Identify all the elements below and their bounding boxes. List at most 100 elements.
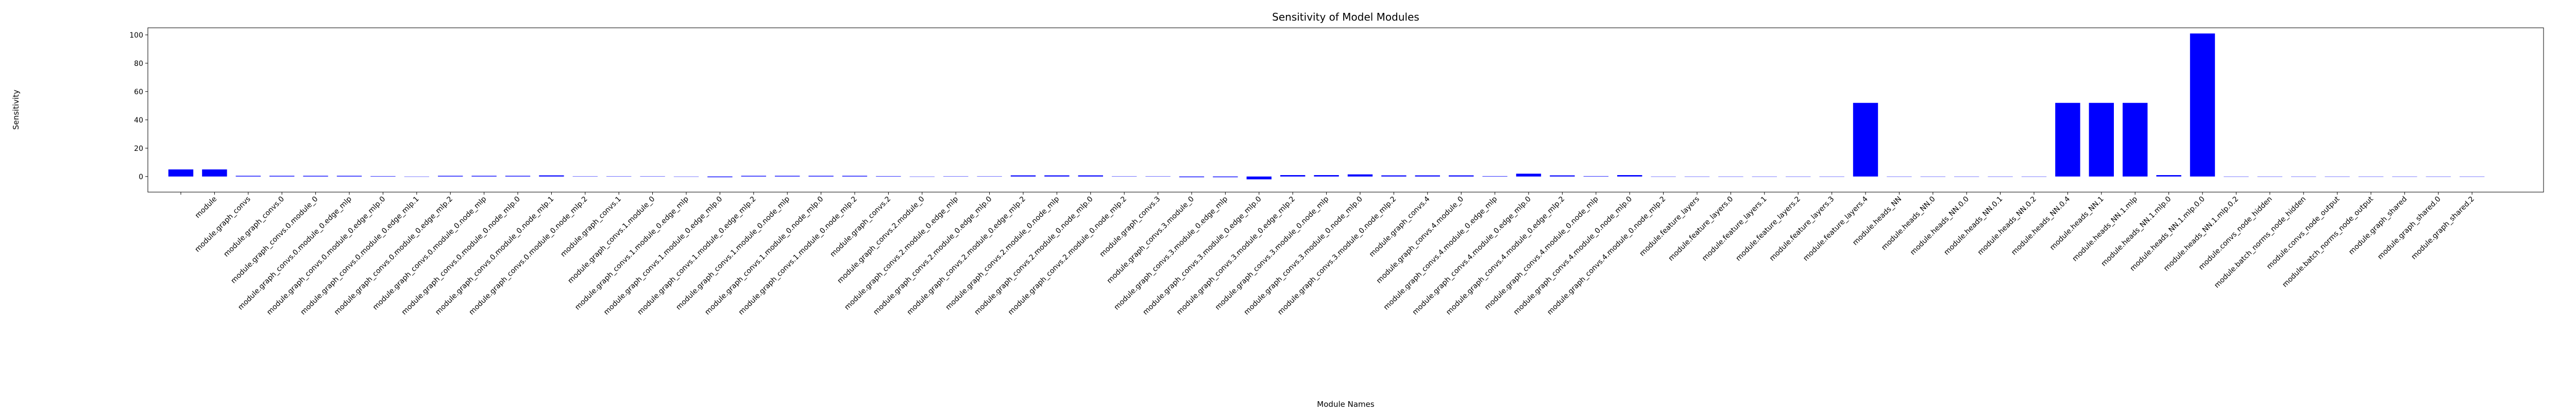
x-tick-label: module.graph_convs.4 [1368,195,1432,259]
bar [1044,175,1070,177]
x-tick-label: module.feature_layers.1 [1701,195,1769,263]
x-tick-label: module.graph_convs.0.module_0.node_mlp.1 [434,195,555,317]
bar [876,176,901,177]
x-tick-label: module.feature_layers.2 [1734,195,1802,263]
bar [1482,176,1507,177]
x-tick-label: module.feature_layers.3 [1768,195,1836,263]
x-tick-label: module.graph_convs.3.module_0.edge_mlp [1112,195,1229,312]
bar [168,169,194,177]
x-tick-label: module.graph_convs.3.module_0.node_mlp.0 [1243,195,1364,317]
bar [1246,176,1272,180]
x-tick-label: module.graph_convs.0.module_0.edge_mlp.2 [333,195,454,317]
bar [1381,175,1406,177]
bar [370,176,396,177]
bar [943,176,969,177]
x-tick-label: module.graph_convs.4.module_0.node_mlp.0 [1512,195,1634,317]
x-tick-label: module.graph_convs.4.module_0.edge_mlp [1382,195,1499,312]
x-tick-label: module.graph_convs.0.module_0.node_mlp.2 [467,195,589,317]
x-tick-label: module.feature_layers [1638,195,1701,258]
x-tick-label: module.graph_convs.2.module_0.edge_mlp.2 [906,195,1027,317]
x-tick-label: module.graph_convs.0.module_0.edge_mlp.0 [265,195,387,317]
x-tick-label: module.heads_NN.0.1 [1942,195,2004,257]
bar [1010,175,1036,177]
bar [606,176,632,177]
x-tick-label: module.graph_convs.2.module_0.edge_mlp [843,195,960,312]
x-tick-label: module.heads_NN.0.4 [2010,195,2072,256]
x-tick-label: module.graph_convs.4.module_0.node_mlp.2 [1546,195,1667,317]
x-tick-label: module.graph_convs.3 [1098,195,1162,259]
x-tick-label: module.graph_shared [2347,195,2409,256]
x-tick-label: module.graph_convs.1.module_0.edge_mlp.0 [602,195,724,317]
plot-frame [147,27,2544,193]
x-tick-label: module.graph_shared.2 [2410,195,2476,262]
bar [1550,175,1575,177]
x-tick-label: module.graph_convs.1.module_0.node_mlp [674,195,791,312]
bar [1314,175,1339,177]
bar [977,176,1002,177]
x-tick-label: module.convs_node_hidden [2197,195,2274,272]
bar [1112,176,1137,177]
x-axis-label: Module Names [1317,400,1375,409]
bar [572,176,598,177]
y-tick-label: 80 [134,60,143,68]
chart-title: Sensitivity of Model Modules [1272,11,1419,23]
bar [1415,175,1440,177]
x-tick-label: module.graph_convs.2.module_0.node_mlp [944,195,1061,312]
bar [539,175,564,177]
bar [2190,33,2215,177]
bar [1280,175,1306,177]
x-tick-label: module.heads_NN.1.mlp.0 [2100,195,2173,268]
x-tick-label: module.graph_convs.4.module_0.edge_mlp.0 [1411,195,1533,317]
bar [2055,102,2080,177]
bar [1617,175,1642,177]
bar [1583,176,1608,177]
x-tick-label: module.graph_convs.0.module_0.node_mlp.0 [400,195,522,317]
x-tick-label: module.graph_convs.3.module_0.edge_mlp.2 [1175,195,1297,317]
bar [2156,175,2181,177]
x-tick-label: module.convs_node_output [2265,195,2342,271]
x-tick-label: module.graph_convs.3.module_0.edge_mlp.0 [1141,195,1263,317]
bar [640,176,665,177]
y-tick-label: 0 [139,173,143,181]
x-tick-label: module.graph_convs.1.module_0.edge_mlp [573,195,690,312]
x-tick-label: module.graph_convs.0.module_0.node_mlp [371,195,488,312]
x-tick-label: module.heads_NN.0.0 [1909,195,1971,257]
bar [2123,102,2148,177]
bar [1516,174,1541,177]
x-tick-label: module.graph_convs.3.module_0.node_mlp [1214,195,1331,312]
bar [1145,176,1171,177]
x-tick-label: module.feature_layers.0 [1667,195,1735,263]
x-tick-label: module.graph_convs.0 [222,195,286,259]
x-tick-label: module.graph_convs.3.module_0.node_mlp.2 [1276,195,1398,317]
bar [1078,175,1103,177]
x-tick-label: module.graph_convs.0.module_0.edge_mlp.1 [299,195,420,317]
x-tick-label: module.heads_NN.1.mlp [2071,195,2140,263]
x-tick-label: module.graph_convs.4.module_0.node_mlp [1483,195,1600,312]
x-tick-label: module.graph_convs.1.module_0.node_mlp.0 [703,195,825,317]
bar [202,169,227,177]
x-tick-label: module.graph_convs.2.module_0.edge_mlp.0 [872,195,993,317]
x-tick-label: module.graph_convs.1 [559,195,623,259]
x-tick-label: module.graph_convs.2.module_0.node_mlp.0 [973,195,1094,317]
y-tick-label: 60 [134,88,143,96]
x-tick-label: module.graph_shared.0 [2376,195,2443,262]
x-tick-label: module.graph_convs [193,195,252,254]
x-tick-label: module.graph_convs.0.module_0.edge_mlp [236,195,353,312]
x-tick-label: module.graph_convs.1.module_0.edge_mlp.2 [636,195,757,317]
bar [1449,175,1474,177]
x-tick-label: module [194,195,218,220]
x-tick-label: module.graph_convs.1.module_0.node_mlp.2 [737,195,859,317]
y-tick-label: 100 [129,31,143,40]
bar [1853,102,1878,177]
bar [2089,102,2114,177]
x-tick-label: module.graph_convs.2.module_0.node_mlp.2 [1007,195,1128,317]
bar [1347,174,1373,177]
x-tick-label: module.heads_NN.0.2 [1976,195,2038,257]
x-tick-label: module.graph_convs.2 [828,195,892,259]
y-tick-label: 40 [134,116,143,125]
x-tick-label: module.graph_convs.4.module_0.edge_mlp.2 [1445,195,1566,317]
x-tick-label: module.feature_layers.4 [1802,195,1870,263]
y-tick-label: 20 [134,145,143,153]
